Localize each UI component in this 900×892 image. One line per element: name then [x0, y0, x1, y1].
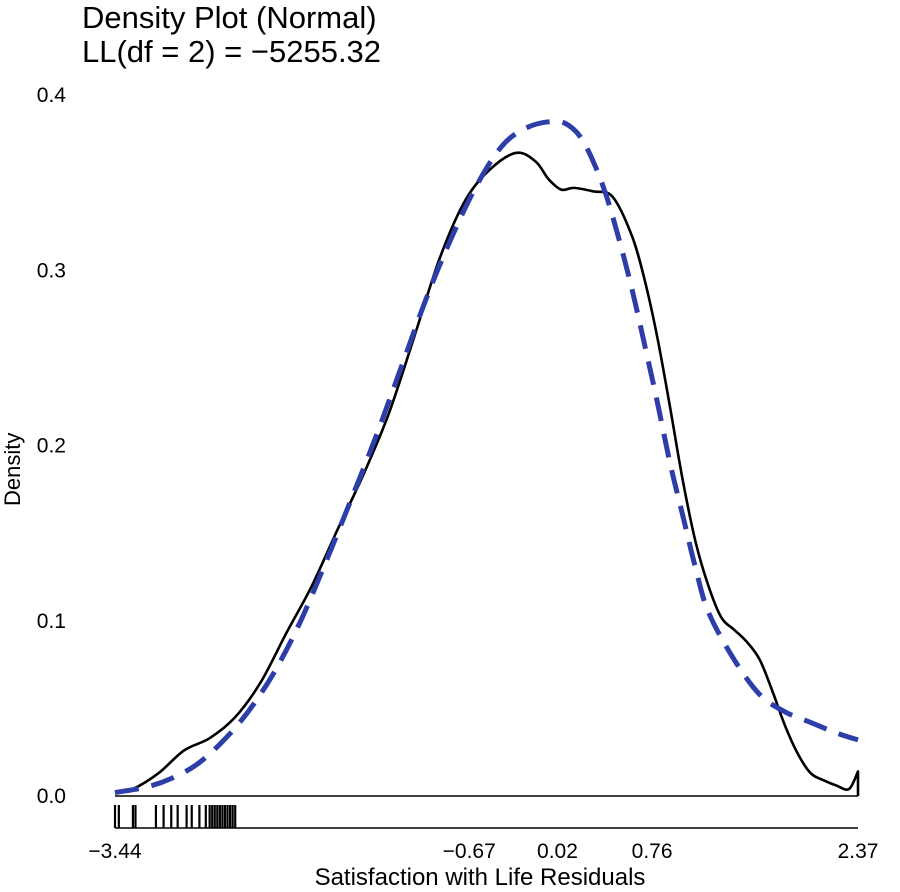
- y-tick-labels: 0.0 0.1 0.2 0.3 0.4: [37, 84, 67, 808]
- x-tick-label: 0.76: [632, 840, 673, 863]
- x-tick-label: −3.44: [88, 840, 141, 863]
- y-tick-label: 0.4: [37, 84, 67, 107]
- y-tick-label: 0.3: [37, 259, 66, 282]
- x-tick-labels: −3.44 −0.67 0.02 0.76 2.37: [88, 840, 878, 863]
- y-tick-label: 0.1: [37, 610, 66, 633]
- y-tick-label: 0.2: [37, 435, 66, 458]
- x-tick-label: 2.37: [838, 840, 879, 863]
- series-layer: [114, 118, 860, 796]
- chart-title: Density Plot (Normal): [82, 0, 377, 35]
- rug-marks: [113, 805, 237, 828]
- normal-density-line: [114, 118, 859, 795]
- empirical-density-line: [114, 151, 860, 796]
- y-tick-label: 0.0: [37, 785, 66, 808]
- chart-subtitle: LL(df = 2) = −5255.32: [82, 34, 382, 69]
- x-tick-label: 0.02: [537, 840, 578, 863]
- x-tick-label: −0.67: [443, 840, 496, 863]
- x-axis-label: Satisfaction with Life Residuals: [314, 864, 646, 891]
